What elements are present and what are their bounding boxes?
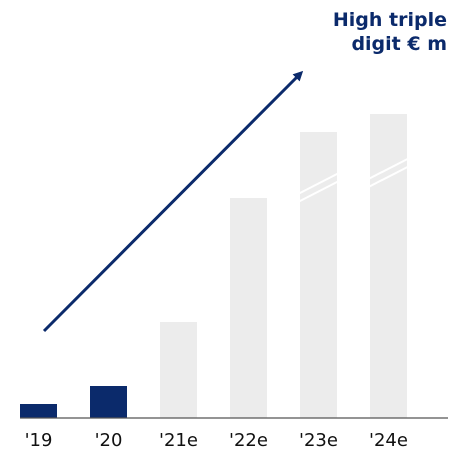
annotation-label: High triple digit € m (227, 8, 447, 56)
x-tick-label-0: '19 (25, 430, 53, 451)
axis-break-line-4-1 (298, 180, 339, 203)
annotation-line-2: digit € m (351, 33, 447, 55)
x-tick-label-3: '22e (229, 430, 268, 451)
x-tick-label-2: '21e (159, 430, 198, 451)
bar-2 (160, 322, 197, 418)
x-tick-label-5: '24e (369, 430, 408, 451)
bars-group (20, 114, 407, 418)
trend-arrow (42, 70, 304, 333)
axis-break-line-5-1 (368, 165, 409, 188)
axis-break-line-5-0 (368, 157, 409, 180)
bar-5 (370, 114, 407, 418)
x-tick-labels: '19 '20 '21e '22e '23e '24e (25, 430, 408, 451)
x-tick-label-4: '23e (299, 430, 338, 451)
axis-break-line-4-0 (298, 172, 339, 195)
x-tick-label-1: '20 (95, 430, 123, 451)
annotation-line-1: High triple (332, 9, 447, 31)
bar-1 (90, 386, 127, 418)
axis-break-group (298, 157, 409, 203)
bar-0 (20, 404, 57, 418)
bar-3 (230, 198, 267, 418)
bar-4 (300, 132, 337, 418)
